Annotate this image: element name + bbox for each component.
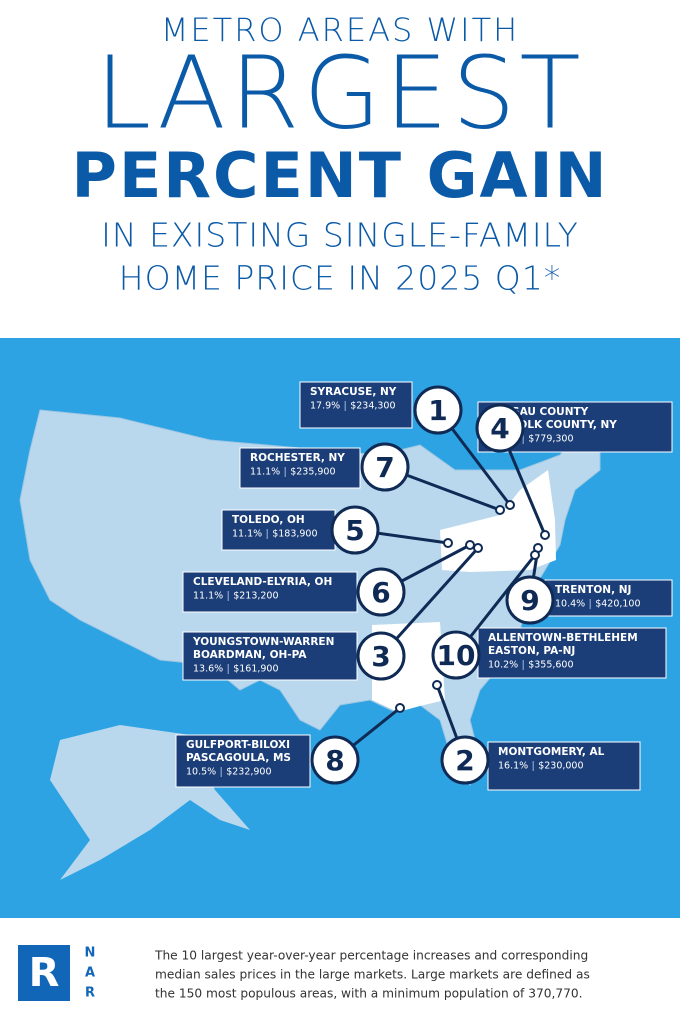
percent-change: 11.1% — [232, 529, 262, 540]
rank-number: 9 — [520, 584, 539, 617]
median-price: $230,000 — [538, 761, 583, 772]
median-price: $234,300 — [350, 401, 395, 412]
brand-letter: N — [85, 946, 96, 961]
title-line: LARGEST — [95, 34, 584, 151]
median-price: $420,100 — [595, 599, 640, 610]
marker: TRENTON, NJ 10.4% $420,100 9 — [505, 543, 673, 625]
metro-name: SYRACUSE, NY — [310, 386, 397, 398]
median-price: $183,900 — [272, 529, 317, 540]
percent-change: 11.1% — [250, 467, 280, 478]
marker: MONTGOMERY, AL 16.1% $230,000 2 — [432, 680, 641, 791]
metro-name: TOLEDO, OH — [232, 514, 305, 526]
location-dot — [473, 543, 483, 553]
location-dot — [505, 500, 515, 510]
location-dot — [495, 505, 505, 515]
metro-name: EASTON, PA-NJ — [488, 645, 575, 657]
median-price: $355,600 — [528, 660, 573, 671]
rank-number: 7 — [375, 451, 394, 484]
metro-name: BOARDMAN, OH-PA — [193, 649, 307, 661]
label-box — [182, 631, 358, 681]
label-box — [544, 579, 673, 617]
median-price: $779,300 — [528, 434, 573, 445]
rank-number: 1 — [428, 394, 447, 427]
marker: ROCHESTER, NY 11.1% $235,900 7 — [239, 442, 505, 515]
rank-number: 10 — [437, 639, 476, 672]
title-line: IN EXISTING SINGLE-FAMILY — [101, 216, 579, 255]
rank-badge — [360, 442, 410, 492]
logo-letter: R — [29, 950, 60, 996]
rank-badge — [505, 575, 555, 625]
metro-name: ALLENTOWN-BETHLEHEM — [488, 632, 638, 644]
median-price: $235,900 — [290, 467, 335, 478]
label-box — [221, 509, 336, 551]
percent-change: 17.9% — [310, 401, 340, 412]
rank-badge — [431, 630, 481, 680]
rank-badge — [330, 505, 380, 555]
brand-letter: R — [85, 986, 95, 1001]
location-dot — [443, 538, 453, 548]
rank-badge — [475, 403, 525, 453]
percent-change: 10.4% — [555, 599, 585, 610]
footnote: The 10 largest year-over-year percentage… — [154, 949, 588, 963]
location-dot — [432, 680, 442, 690]
percent-change: 16.1% — [498, 761, 528, 772]
metro-name: YOUNGSTOWN-WARREN — [192, 636, 334, 648]
rank-badge — [440, 735, 490, 785]
rank-badge — [413, 385, 463, 435]
percent-change: 10.2% — [488, 660, 518, 671]
label-box — [239, 447, 361, 489]
footnote: median sales prices in the large markets… — [155, 968, 590, 982]
label-box — [477, 627, 667, 679]
rank-number: 3 — [371, 640, 390, 673]
median-price: $161,900 — [233, 664, 278, 675]
label-box — [487, 741, 641, 791]
metro-name: ROCHESTER, NY — [250, 452, 345, 464]
location-dot — [530, 550, 540, 560]
location-dot — [395, 703, 405, 713]
rank-badge — [356, 567, 406, 617]
brand-letter: A — [85, 966, 95, 981]
title-line: METRO AREAS WITH — [161, 11, 519, 49]
percent-change: 13.6% — [193, 664, 223, 675]
rank-number: 8 — [325, 744, 344, 777]
rank-badge — [356, 631, 406, 681]
rank-number: 2 — [455, 744, 474, 777]
rank-number: 4 — [490, 412, 509, 445]
marker: TOLEDO, OH 11.1% $183,900 5 — [221, 505, 453, 555]
metro-name: MONTGOMERY, AL — [498, 746, 605, 758]
metro-name: TRENTON, NJ — [555, 584, 631, 596]
location-dot — [540, 530, 550, 540]
median-price: $213,200 — [233, 591, 278, 602]
percent-change: 10.5% — [186, 767, 216, 778]
location-dot — [465, 540, 475, 550]
label-box — [182, 571, 358, 613]
label-box — [299, 381, 413, 429]
marker: CLEVELAND-ELYRIA, OH 11.1% $213,200 6 — [182, 540, 475, 617]
title-line: HOME PRICE IN 2025 Q1* — [119, 259, 561, 298]
median-price: $232,900 — [226, 767, 271, 778]
logo-box — [18, 945, 70, 1001]
metro-name: GULFPORT-BILOXI — [186, 739, 290, 751]
metro-name: CLEVELAND-ELYRIA, OH — [193, 576, 332, 588]
metro-name: PASCAGOULA, MS — [186, 752, 291, 764]
footnote: the 150 most populous areas, with a mini… — [155, 987, 582, 1001]
markers: SYRACUSE, NY 17.9% $234,300 1 NASSAU COUNTYS… — [175, 381, 673, 791]
rank-number: 6 — [371, 576, 390, 609]
label-box — [175, 734, 311, 788]
percent-change: 11.1% — [193, 591, 223, 602]
marker: SYRACUSE, NY 17.9% $234,300 1 — [299, 381, 515, 510]
rank-number: 5 — [345, 514, 364, 547]
title-line: PERCENT GAIN — [72, 139, 609, 212]
rank-badge — [310, 735, 360, 785]
